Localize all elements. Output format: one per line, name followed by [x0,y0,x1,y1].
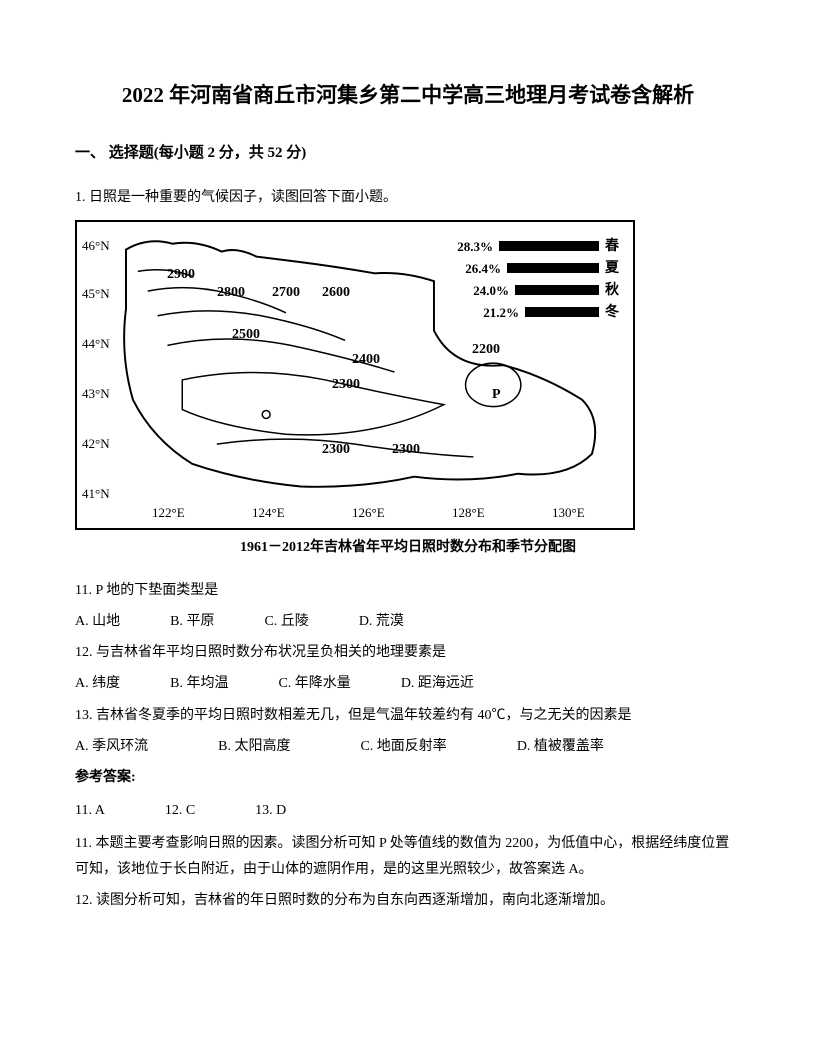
legend-bar-0 [499,241,599,251]
contour-2500: 2500 [232,322,260,347]
q13-opt-c: C. 地面反射率 [360,734,446,759]
answer-items: 11. A 12. C 13. D [75,798,741,823]
legend-season-3: 冬 [605,300,621,325]
map-figure: 46°N 45°N 44°N 43°N 42°N 41°N 122°E 124°… [75,220,635,530]
answer-header: 参考答案: [75,765,741,790]
lat-45: 45°N [82,282,110,305]
q13-options: A. 季风环流 B. 太阳高度 C. 地面反射率 D. 植被覆盖率 [75,734,741,759]
q13-opt-b: B. 太阳高度 [218,734,290,759]
map-caption: 1961－2012年吉林省年平均日照时数分布和季节分配图 [75,535,741,560]
lat-46: 46°N [82,234,110,257]
lat-44: 44°N [82,332,110,355]
q12-text: 12. 与吉林省年平均日照时数分布状况呈负相关的地理要素是 [75,640,741,665]
section-header: 一、 选择题(每小题 2 分，共 52 分) [75,140,741,167]
lon-126: 126°E [352,501,385,524]
q13-opt-d: D. 植被覆盖率 [517,734,604,759]
lon-128: 128°E [452,501,485,524]
lat-41: 41°N [82,482,110,505]
legend-winter: 21.2% 冬 [483,300,621,325]
p-label: P [492,382,501,407]
contour-2300a: 2300 [332,372,360,397]
contour-2400: 2400 [352,347,380,372]
q12-opt-d: D. 距海远近 [401,671,474,696]
q12-opt-b: B. 年均温 [170,671,228,696]
q11-opt-c: C. 丘陵 [264,609,308,634]
contour-2800: 2800 [217,280,245,305]
contour-2300c: 2300 [392,437,420,462]
legend-pct-1: 26.4% [465,257,501,280]
ans-13: 13. D [255,798,286,823]
legend-bar-3 [525,307,599,317]
legend-pct-0: 28.3% [457,235,493,258]
lon-130: 130°E [552,501,585,524]
q11-opt-d: D. 荒漠 [359,609,404,634]
q11-opt-b: B. 平原 [170,609,214,634]
q13-opt-a: A. 季风环流 [75,734,148,759]
ans-12: 12. C [165,798,195,823]
lat-43: 43°N [82,382,110,405]
lon-122: 122°E [152,501,185,524]
q11-opt-a: A. 山地 [75,609,120,634]
q12-options: A. 纬度 B. 年均温 C. 年降水量 D. 距海远近 [75,671,741,696]
contour-2700: 2700 [272,280,300,305]
contour-2200: 2200 [472,337,500,362]
lon-124: 124°E [252,501,285,524]
contour-2900: 2900 [167,262,195,287]
exp-11: 11. 本题主要考查影响日照的因素。读图分析可知 P 处等值线的数值为 2200… [75,831,741,881]
exam-title: 2022 年河南省商丘市河集乡第二中学高三地理月考试卷含解析 [75,80,741,112]
legend-bar-2 [515,285,599,295]
contour-2300b: 2300 [322,437,350,462]
legend-bar-1 [507,263,599,273]
q12-opt-c: C. 年降水量 [278,671,350,696]
ans-11: 11. A [75,798,105,823]
legend-pct-3: 21.2% [483,301,519,324]
q13-text: 13. 吉林省冬夏季的平均日照时数相差无几，但是气温年较差约有 40℃，与之无关… [75,703,741,728]
lat-42: 42°N [82,432,110,455]
contour-2600: 2600 [322,280,350,305]
exp-12: 12. 读图分析可知，吉林省的年日照时数的分布为自东向西逐渐增加，南向北逐渐增加… [75,888,741,913]
q1-intro: 1. 日照是一种重要的气候因子，读图回答下面小题。 [75,185,741,210]
q12-opt-a: A. 纬度 [75,671,120,696]
q11-options: A. 山地 B. 平原 C. 丘陵 D. 荒漠 [75,609,741,634]
legend-pct-2: 24.0% [473,279,509,302]
q11-text: 11. P 地的下垫面类型是 [75,578,741,603]
